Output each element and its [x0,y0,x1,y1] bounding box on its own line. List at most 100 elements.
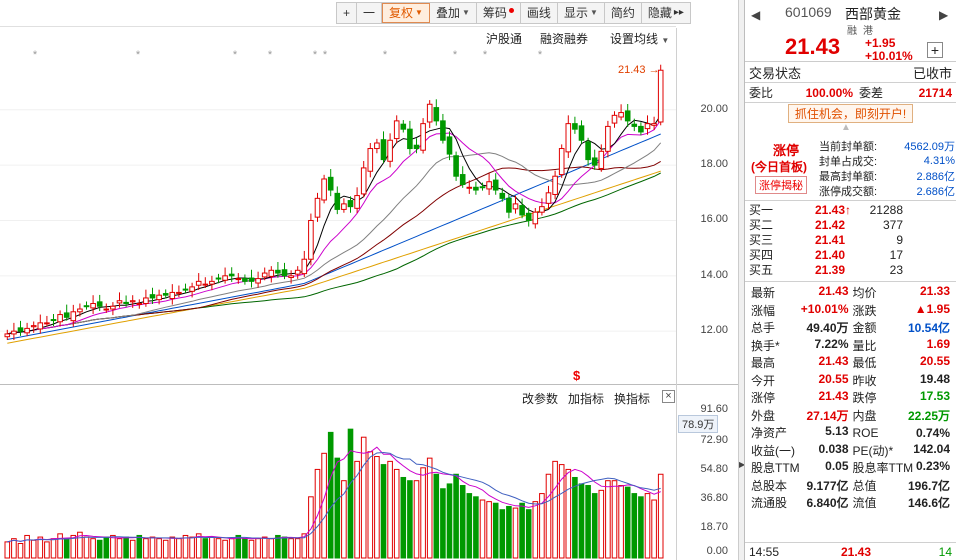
order-volume: 377 [882,217,903,232]
volume-axis-label: 72.90 [700,433,728,446]
candle-body [440,120,446,141]
add-indicator-link[interactable]: 加指标 [567,392,604,406]
xianshi-dropdown[interactable]: 显示 ▼ [558,3,605,23]
candle-body [321,178,327,201]
candle-body [288,275,294,278]
candle-body [222,275,228,281]
add-watchlist-button[interactable]: + [927,42,943,58]
stat-value: 21.33 [919,284,950,299]
stat-cell: ROE 0.74% [851,426,953,440]
limit-up-title: 涨停 [773,143,800,158]
order-book-row[interactable]: 买一 21.43 ↑ 21288 [745,202,956,218]
fuquan-dropdown[interactable]: 复权 ▼ [382,3,430,23]
volume-bar [407,480,413,559]
candle-body [103,308,110,311]
candle-body [57,314,63,323]
volume-bar [182,534,189,559]
candle-body [156,294,162,301]
order-book-row[interactable]: 买四 21.40 17 [745,247,956,263]
order-price: 21.42 [814,217,845,232]
volume-bar [77,531,83,559]
order-book-row[interactable]: 买三 21.41 9 [745,232,956,248]
candle-body [235,278,242,281]
volume-bar [50,538,57,559]
candle-body [176,291,182,294]
prev-stock-icon[interactable]: ◀ [751,8,761,22]
candle-body [169,291,176,300]
order-book-row[interactable]: 买二 21.42 377 [745,217,956,233]
tick-price: 21.43 [840,544,871,559]
chouma-button[interactable]: 筹码 [477,3,521,23]
jianyue-button[interactable]: 简约 [605,3,642,23]
volume-bar [57,533,63,559]
candle-body [189,286,195,292]
volume-axis-label: 91.60 [700,403,728,416]
volume-bar [30,539,37,559]
volume-ma5-line [7,446,661,543]
volume-bar [512,507,519,559]
stat-row: 总股本 9.177亿 总值 196.7亿 [745,477,956,495]
candle-body [228,273,235,277]
stat-value: 20.55 [818,371,849,386]
stat-cell: 金额 10.54亿 [851,319,953,336]
limit-stat-row: 涨停成交额: 2.686亿 [819,183,955,198]
dollar-icon[interactable]: $ [573,368,581,383]
volume-bar [44,541,50,559]
switch-indicator-link[interactable]: 换指标 [613,392,650,406]
candle-body [539,206,545,213]
candle-body [532,211,539,225]
stat-label: 昨收 [852,373,877,388]
volume-bar [400,476,407,559]
weicha-label: 委差 [859,86,884,100]
stat-label: PE(动)* [852,443,894,458]
tick-volume: 14 [938,544,952,559]
diejia-dropdown[interactable]: 叠加 ▼ [430,3,477,23]
stat-cell: 最高 21.43 [749,354,851,371]
stat-value: 9.177亿 [806,478,849,493]
order-book-row[interactable]: 买五 21.39 23 [745,262,956,278]
volume-bar [651,499,657,559]
candle-body [195,280,202,286]
stat-row: 总手 49.40万 金额 10.54亿 [745,319,956,337]
volume-bar [195,533,202,559]
triangle-up-icon[interactable]: ▲ [841,122,851,133]
open-account-link[interactable]: 抓住机会，即刻开户! [787,104,914,123]
kline-chart-area[interactable]: * * * * * * * * * * + 一 复权 ▼ 叠加 ▼ 筹码 画线 显示 ▼ 简约 隐藏 ▸▸… [0,0,738,560]
candle-body [578,125,585,141]
yincang-button[interactable]: 隐藏 ▸▸ [642,3,690,23]
ma-setting-link[interactable]: 设置均线 ▼ [610,30,669,47]
huaxian-button[interactable]: 画线 [521,3,558,23]
hgt-link[interactable]: 沪股通 [486,32,523,46]
close-icon[interactable]: × [662,390,675,403]
volume-bar [459,485,466,559]
collapse-handle-icon[interactable]: ▶ [739,460,746,469]
zoom-in-button[interactable]: + [337,3,358,23]
zoom-out-button[interactable]: 一 [357,3,383,23]
stat-value: 1.69 [926,336,950,351]
candle-body [116,300,123,304]
next-stock-icon[interactable]: ▶ [939,8,949,22]
volume-bar [261,536,268,559]
panel-splitter[interactable] [738,0,744,560]
volume-bar [143,538,149,559]
stat-cell: 昨收 19.48 [851,372,953,389]
volume-bar [466,493,473,559]
notification-dot-icon [508,7,514,13]
candle-body [512,203,519,210]
chevron-down-icon: ▼ [661,36,670,45]
volume-bar [473,496,479,559]
volume-bar [486,501,492,559]
candle-body [572,123,578,130]
candle-body [136,302,143,305]
stat-cell: 股息率TTM 0.23% [851,459,953,476]
volume-bar [268,538,275,559]
change-param-link[interactable]: 改参数 [521,392,558,406]
limit-up-reveal-button[interactable]: 涨停揭秘 [755,176,807,194]
rzrq-link[interactable]: 融资融券 [540,32,589,46]
order-book: 买一 21.43 ↑ 21288 买二 21.42 377 买三 21.41 9 买四 21.4… [745,200,956,277]
volume-bar [572,476,578,559]
candle-body [479,186,486,189]
stat-label: 净资产 [751,426,788,441]
kline-chart[interactable]: * * * * * * * * * * [0,0,738,560]
event-marker-icon: * [233,49,238,61]
